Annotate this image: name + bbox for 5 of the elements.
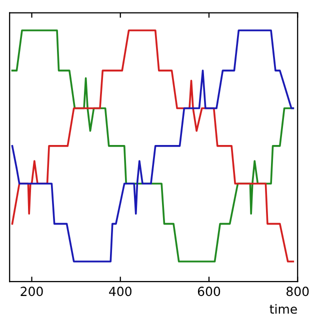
x-tick-label: 200 bbox=[20, 286, 43, 296]
x-tick-label: 800 bbox=[286, 286, 309, 296]
x-axis-title: time bbox=[270, 304, 297, 314]
x-tick-label: 600 bbox=[198, 286, 220, 296]
x-tick-label: 400 bbox=[109, 286, 132, 296]
